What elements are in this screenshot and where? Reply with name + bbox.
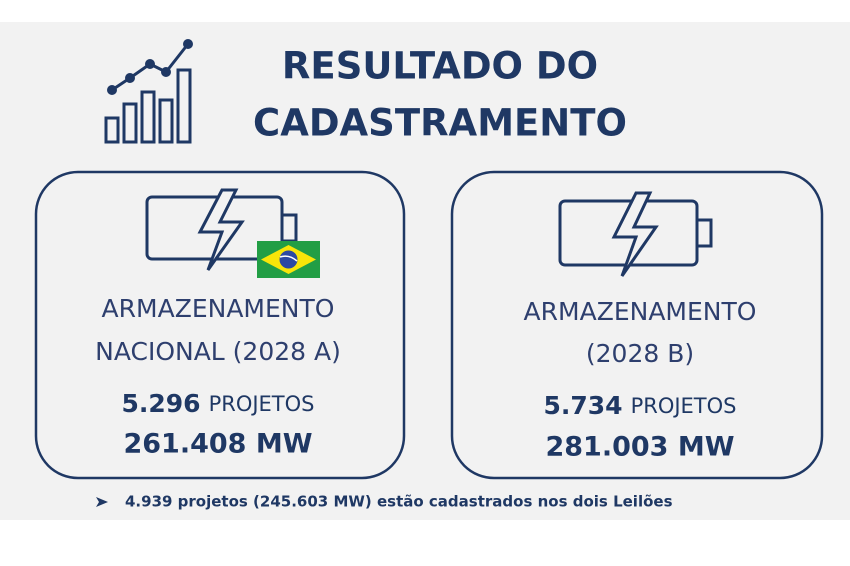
capacity: 281.003 MW — [545, 432, 734, 463]
bullet — [96, 497, 108, 507]
title: RESULTADO DO — [282, 45, 598, 88]
projects-count: 5.734 — [543, 391, 622, 420]
note: 4.939 projetos (245.603 MW) estão cadast… — [125, 493, 673, 511]
card-label: ARMAZENAMENTO — [524, 297, 757, 326]
card-label: ARMAZENAMENTO — [102, 294, 335, 323]
card — [450, 170, 824, 480]
battery-icon — [558, 191, 713, 277]
brazil-flag — [257, 241, 320, 278]
projects-count: 5.296 — [121, 389, 200, 418]
growth-icon — [104, 39, 193, 144]
projects: 5.734 PROJETOS — [543, 391, 736, 420]
card — [34, 170, 406, 480]
card-label: NACIONAL (2028 A) — [95, 337, 341, 366]
title: CADASTRAMENTO — [253, 102, 627, 145]
card-label: (2028 B) — [586, 339, 694, 368]
projects-unit: PROJETOS — [209, 392, 315, 416]
capacity: 261.408 MW — [123, 429, 312, 460]
projects: 5.296 PROJETOS — [121, 389, 314, 418]
projects-unit: PROJETOS — [631, 394, 737, 418]
